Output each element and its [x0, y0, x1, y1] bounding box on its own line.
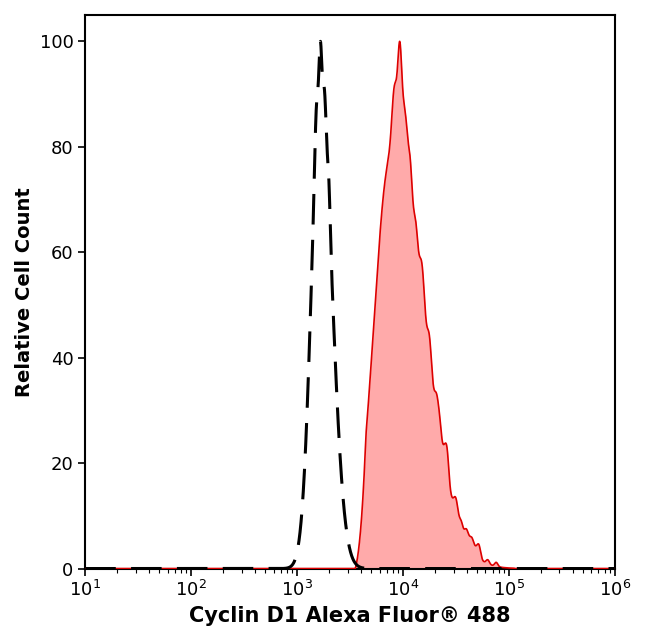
Y-axis label: Relative Cell Count: Relative Cell Count [15, 187, 34, 397]
X-axis label: Cyclin D1 Alexa Fluor® 488: Cyclin D1 Alexa Fluor® 488 [189, 606, 511, 626]
